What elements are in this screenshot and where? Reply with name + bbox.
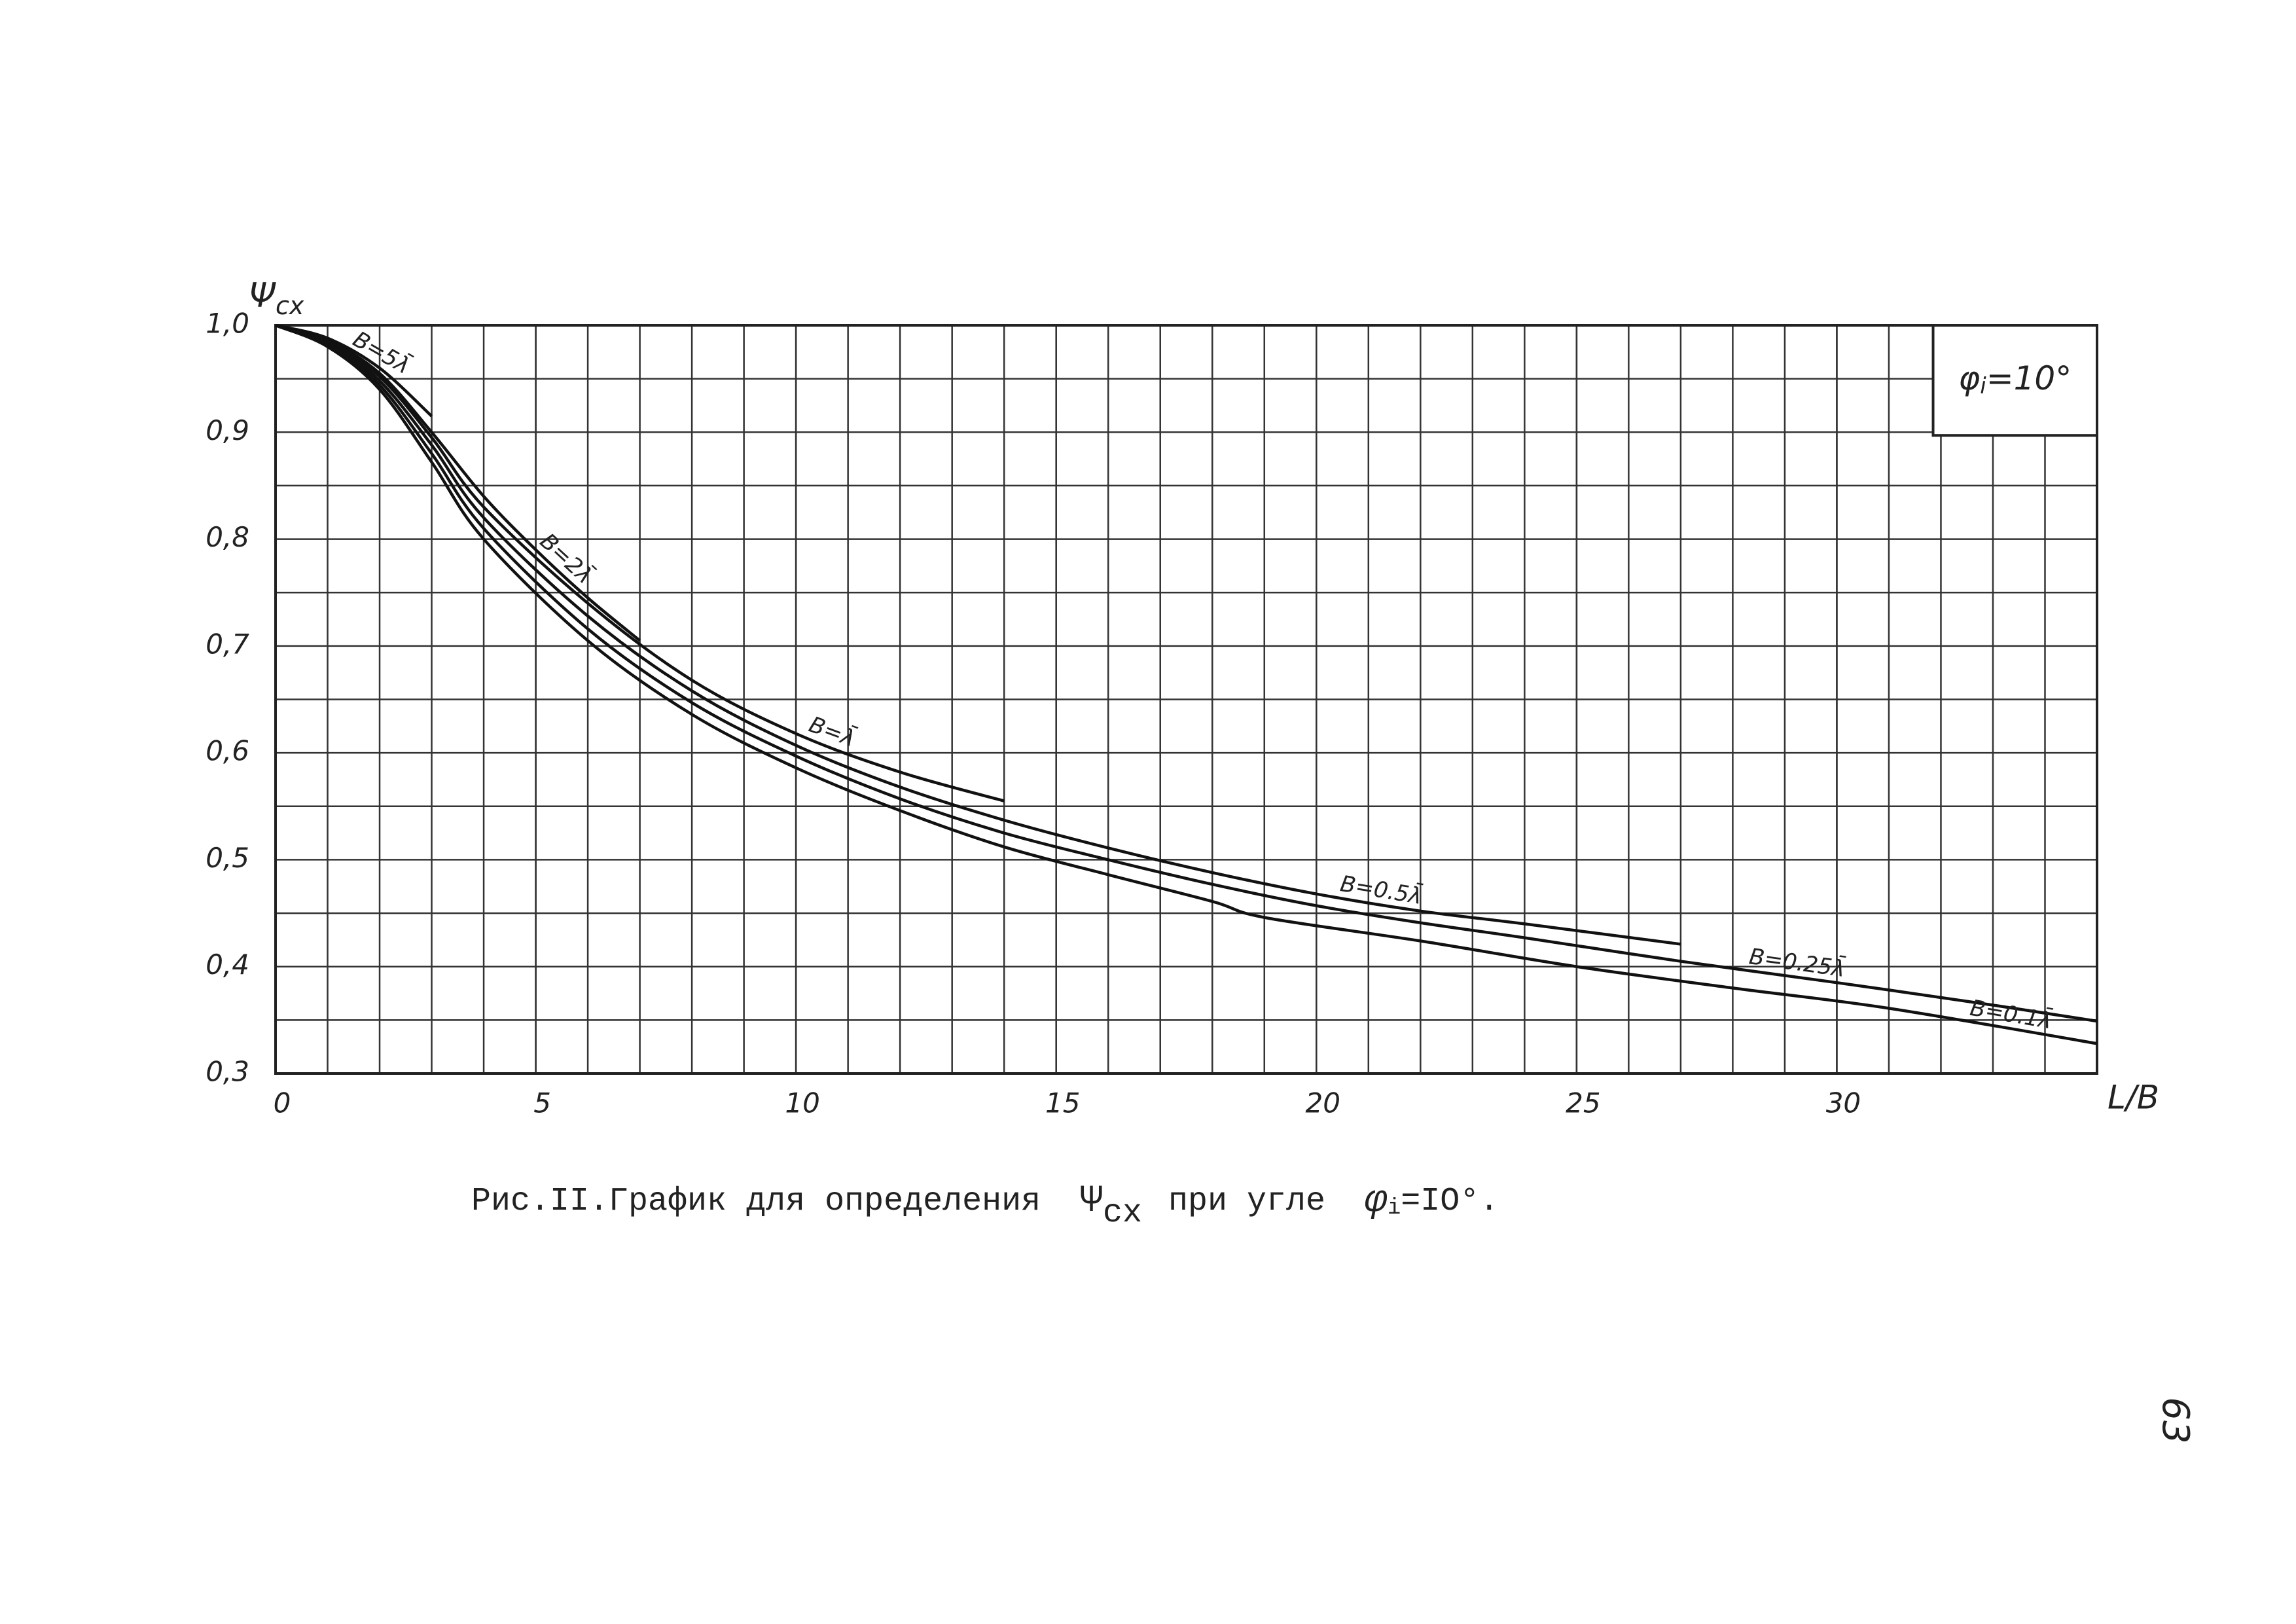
curve <box>275 323 1681 946</box>
y-tick-label: 0,3 <box>206 1056 249 1088</box>
curve <box>275 323 2098 1023</box>
x-tick-label: 0 <box>274 1087 291 1119</box>
curve-label: B=λ̄ <box>806 711 859 753</box>
page-number: 63 <box>2154 1397 2197 1443</box>
y-tick-label: 0,4 <box>206 948 249 981</box>
x-tick-label: 15 <box>1045 1087 1080 1119</box>
caption-sub: i <box>1388 1196 1401 1221</box>
y-tick-label: 0,9 <box>206 414 249 446</box>
caption-text: при угле <box>1168 1183 1325 1220</box>
curve <box>275 323 2098 1045</box>
plot-frame <box>274 324 2098 1075</box>
y-tick-label: 1,0 <box>206 308 249 340</box>
inset-box <box>1931 324 2099 437</box>
x-tick-label: 30 <box>1826 1087 1861 1119</box>
caption-text: Рис.II.График для определения <box>471 1183 1041 1220</box>
y-axis-label: Ψcx <box>249 276 304 320</box>
caption-sub: сх <box>1103 1195 1142 1232</box>
x-tick-label: 10 <box>785 1087 819 1119</box>
caption-text: =IO°. <box>1401 1183 1499 1220</box>
y-tick-label: 0,6 <box>206 735 249 767</box>
x-axis-label: L/B <box>2108 1079 2159 1117</box>
inset-sub: i <box>1980 373 1986 399</box>
y-label-symbol: Ψ <box>249 276 276 316</box>
x-tick-label: 5 <box>533 1087 551 1119</box>
y-tick-label: 0,8 <box>206 521 249 553</box>
curve <box>275 323 1005 803</box>
x-tick-label: 25 <box>1566 1087 1600 1119</box>
x-tick-label: 20 <box>1306 1087 1340 1119</box>
y-tick-label: 0,7 <box>206 628 249 660</box>
inset-text: =10° <box>1986 359 2072 397</box>
caption-symbol: Ψ <box>1080 1180 1103 1223</box>
y-label-sub: cx <box>276 291 304 320</box>
y-tick-label: 0,5 <box>206 842 249 874</box>
inset-label: φi=10° <box>1958 359 2072 399</box>
caption: Рис.II.График для определения Ψсх при угле… <box>471 1180 1499 1232</box>
inset-symbol: φ <box>1958 359 1980 397</box>
caption-symbol: φ <box>1365 1180 1388 1223</box>
